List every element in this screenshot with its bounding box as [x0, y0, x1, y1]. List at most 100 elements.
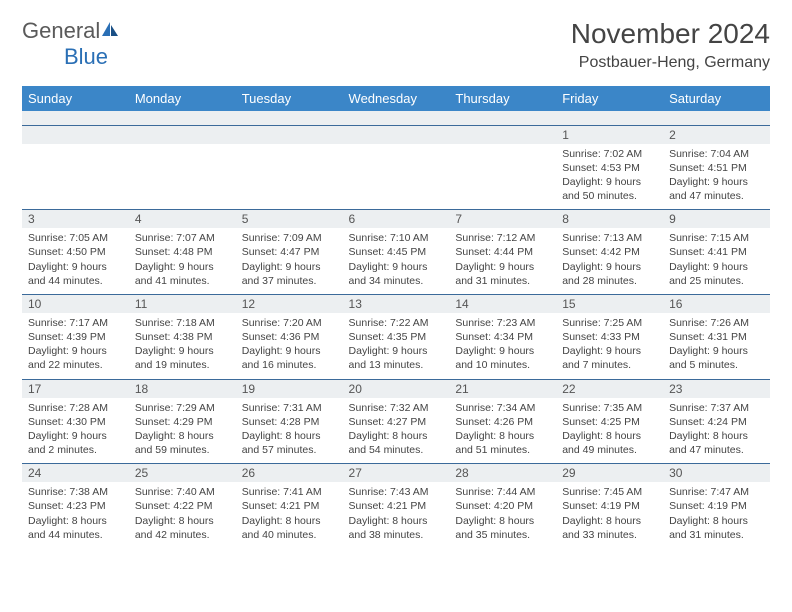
day-body: Sunrise: 7:32 AMSunset: 4:27 PMDaylight:…	[343, 398, 450, 464]
day-body: Sunrise: 7:18 AMSunset: 4:38 PMDaylight:…	[129, 313, 236, 379]
day-cell	[22, 125, 129, 210]
day-daylight1: Daylight: 9 hours	[455, 344, 550, 358]
date-number: 15	[556, 295, 663, 313]
day-daylight2: and 13 minutes.	[349, 358, 444, 372]
day-daylight1: Daylight: 8 hours	[242, 429, 337, 443]
day-sunrise: Sunrise: 7:38 AM	[28, 485, 123, 499]
day-daylight2: and 59 minutes.	[135, 443, 230, 457]
date-number: 19	[236, 380, 343, 398]
day-daylight2: and 35 minutes.	[455, 528, 550, 542]
day-sunrise: Sunrise: 7:41 AM	[242, 485, 337, 499]
day-sunset: Sunset: 4:23 PM	[28, 499, 123, 513]
day-sunset: Sunset: 4:35 PM	[349, 330, 444, 344]
day-sunrise: Sunrise: 7:09 AM	[242, 231, 337, 245]
day-sunrise: Sunrise: 7:29 AM	[135, 401, 230, 415]
day-body: Sunrise: 7:13 AMSunset: 4:42 PMDaylight:…	[556, 228, 663, 294]
day-sunrise: Sunrise: 7:47 AM	[669, 485, 764, 499]
day-daylight1: Daylight: 9 hours	[349, 344, 444, 358]
date-number: 3	[22, 210, 129, 228]
day-sunrise: Sunrise: 7:23 AM	[455, 316, 550, 330]
day-daylight1: Daylight: 9 hours	[28, 260, 123, 274]
day-sunrise: Sunrise: 7:43 AM	[349, 485, 444, 499]
spacer-row	[22, 111, 770, 125]
weekday-header: Monday	[129, 86, 236, 111]
day-body: Sunrise: 7:17 AMSunset: 4:39 PMDaylight:…	[22, 313, 129, 379]
day-daylight2: and 34 minutes.	[349, 274, 444, 288]
day-cell: 19Sunrise: 7:31 AMSunset: 4:28 PMDayligh…	[236, 379, 343, 464]
day-cell: 1Sunrise: 7:02 AMSunset: 4:53 PMDaylight…	[556, 125, 663, 210]
day-daylight1: Daylight: 9 hours	[562, 260, 657, 274]
week-row: 10Sunrise: 7:17 AMSunset: 4:39 PMDayligh…	[22, 294, 770, 379]
day-daylight1: Daylight: 8 hours	[455, 514, 550, 528]
day-body	[236, 144, 343, 204]
day-body: Sunrise: 7:25 AMSunset: 4:33 PMDaylight:…	[556, 313, 663, 379]
date-bar	[343, 126, 450, 144]
day-sunset: Sunset: 4:28 PM	[242, 415, 337, 429]
day-sunrise: Sunrise: 7:40 AM	[135, 485, 230, 499]
day-cell: 29Sunrise: 7:45 AMSunset: 4:19 PMDayligh…	[556, 464, 663, 548]
day-sunrise: Sunrise: 7:10 AM	[349, 231, 444, 245]
day-daylight1: Daylight: 8 hours	[135, 429, 230, 443]
day-sunrise: Sunrise: 7:20 AM	[242, 316, 337, 330]
day-body: Sunrise: 7:31 AMSunset: 4:28 PMDaylight:…	[236, 398, 343, 464]
day-cell	[449, 125, 556, 210]
day-sunset: Sunset: 4:30 PM	[28, 415, 123, 429]
day-sunrise: Sunrise: 7:45 AM	[562, 485, 657, 499]
day-body: Sunrise: 7:37 AMSunset: 4:24 PMDaylight:…	[663, 398, 770, 464]
day-sunset: Sunset: 4:51 PM	[669, 161, 764, 175]
day-body: Sunrise: 7:05 AMSunset: 4:50 PMDaylight:…	[22, 228, 129, 294]
day-daylight1: Daylight: 9 hours	[669, 175, 764, 189]
day-daylight2: and 28 minutes.	[562, 274, 657, 288]
day-daylight2: and 49 minutes.	[562, 443, 657, 457]
day-daylight2: and 16 minutes.	[242, 358, 337, 372]
weekday-header: Saturday	[663, 86, 770, 111]
day-cell: 27Sunrise: 7:43 AMSunset: 4:21 PMDayligh…	[343, 464, 450, 548]
weekday-header: Tuesday	[236, 86, 343, 111]
day-cell: 21Sunrise: 7:34 AMSunset: 4:26 PMDayligh…	[449, 379, 556, 464]
date-number: 14	[449, 295, 556, 313]
date-number: 2	[663, 126, 770, 144]
weekday-header: Wednesday	[343, 86, 450, 111]
day-sunset: Sunset: 4:48 PM	[135, 245, 230, 259]
day-cell: 4Sunrise: 7:07 AMSunset: 4:48 PMDaylight…	[129, 210, 236, 295]
date-number: 12	[236, 295, 343, 313]
day-daylight1: Daylight: 9 hours	[135, 260, 230, 274]
day-cell: 6Sunrise: 7:10 AMSunset: 4:45 PMDaylight…	[343, 210, 450, 295]
day-sunset: Sunset: 4:31 PM	[669, 330, 764, 344]
day-sunset: Sunset: 4:34 PM	[455, 330, 550, 344]
date-number: 17	[22, 380, 129, 398]
day-sunrise: Sunrise: 7:26 AM	[669, 316, 764, 330]
day-daylight1: Daylight: 8 hours	[455, 429, 550, 443]
day-daylight2: and 38 minutes.	[349, 528, 444, 542]
day-cell: 24Sunrise: 7:38 AMSunset: 4:23 PMDayligh…	[22, 464, 129, 548]
day-body: Sunrise: 7:12 AMSunset: 4:44 PMDaylight:…	[449, 228, 556, 294]
week-row: 3Sunrise: 7:05 AMSunset: 4:50 PMDaylight…	[22, 210, 770, 295]
day-cell: 20Sunrise: 7:32 AMSunset: 4:27 PMDayligh…	[343, 379, 450, 464]
day-sunset: Sunset: 4:41 PM	[669, 245, 764, 259]
day-sunset: Sunset: 4:26 PM	[455, 415, 550, 429]
day-daylight1: Daylight: 9 hours	[455, 260, 550, 274]
date-number: 13	[343, 295, 450, 313]
day-sunset: Sunset: 4:39 PM	[28, 330, 123, 344]
day-cell: 10Sunrise: 7:17 AMSunset: 4:39 PMDayligh…	[22, 294, 129, 379]
week-row: 1Sunrise: 7:02 AMSunset: 4:53 PMDaylight…	[22, 125, 770, 210]
day-cell	[236, 125, 343, 210]
day-sunset: Sunset: 4:24 PM	[669, 415, 764, 429]
date-number: 1	[556, 126, 663, 144]
day-daylight2: and 22 minutes.	[28, 358, 123, 372]
calendar-body: 1Sunrise: 7:02 AMSunset: 4:53 PMDaylight…	[22, 125, 770, 548]
date-bar	[236, 126, 343, 144]
date-number: 4	[129, 210, 236, 228]
day-daylight1: Daylight: 9 hours	[669, 260, 764, 274]
day-sunrise: Sunrise: 7:15 AM	[669, 231, 764, 245]
day-daylight1: Daylight: 9 hours	[28, 429, 123, 443]
day-daylight2: and 41 minutes.	[135, 274, 230, 288]
date-number: 28	[449, 464, 556, 482]
day-daylight2: and 19 minutes.	[135, 358, 230, 372]
weekday-header: Thursday	[449, 86, 556, 111]
day-cell: 22Sunrise: 7:35 AMSunset: 4:25 PMDayligh…	[556, 379, 663, 464]
day-body: Sunrise: 7:29 AMSunset: 4:29 PMDaylight:…	[129, 398, 236, 464]
day-daylight2: and 51 minutes.	[455, 443, 550, 457]
day-sunset: Sunset: 4:36 PM	[242, 330, 337, 344]
day-cell: 2Sunrise: 7:04 AMSunset: 4:51 PMDaylight…	[663, 125, 770, 210]
